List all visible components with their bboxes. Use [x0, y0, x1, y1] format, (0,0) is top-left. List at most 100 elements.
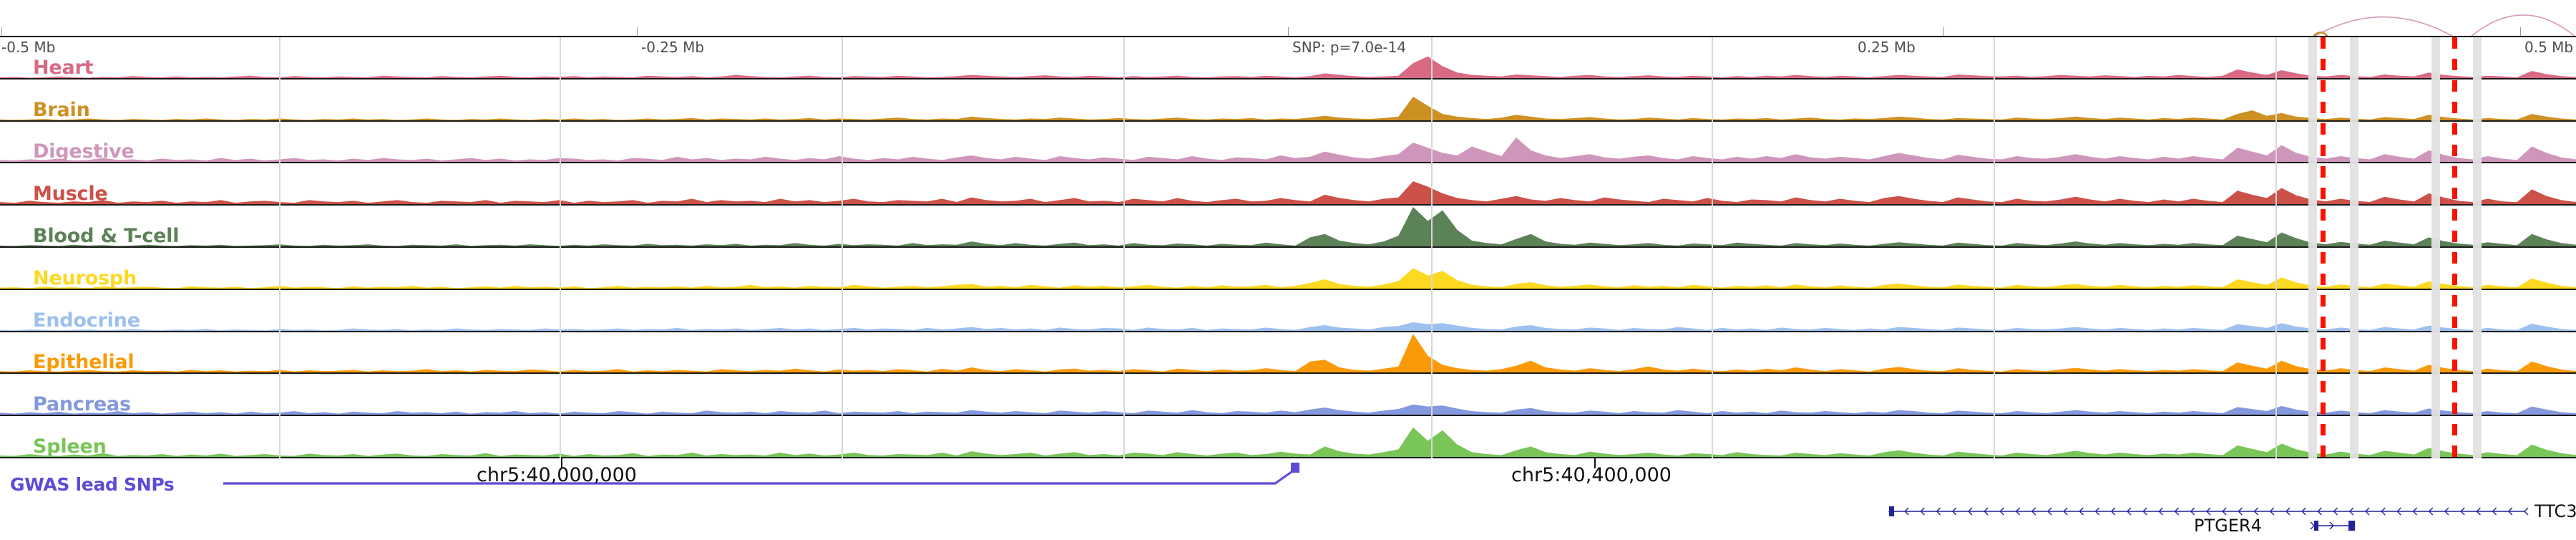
gene-name-ttc33[interactable]: TTC33: [2534, 501, 2576, 521]
strand-arrow-icon: [2329, 521, 2334, 530]
signal-profile: [0, 268, 2576, 289]
strand-arrow-icon: [2015, 507, 2021, 516]
signal-area: [0, 96, 2576, 120]
track-label-endocrine: Endocrine: [33, 309, 140, 332]
strand-arrow-icon: [2396, 507, 2401, 516]
strand-arrow-icon: [2110, 507, 2116, 516]
track-label-heart: Heart: [33, 56, 94, 79]
strand-arrow-icon: [2222, 507, 2227, 516]
signal-area: [0, 207, 2576, 246]
coordinate-label: chr5:40,400,000: [1511, 464, 1672, 486]
signal-tracks-container: Heart Brain Digestive Muscle Blood & T-cell N…: [0, 37, 2576, 458]
signal-area: [0, 138, 2576, 163]
gwas-connector-line: [223, 467, 1297, 485]
gwas-lead-snp-marker[interactable]: [1291, 463, 1299, 473]
strand-arrow-icon: [2524, 507, 2529, 516]
gwas-lead-snps-track[interactable]: GWAS lead SNPs chr5:40,000,000 chr5:40,40…: [0, 458, 2576, 503]
track-label-pancreas: Pancreas: [33, 393, 131, 416]
coordinate-tick: [1594, 458, 1596, 468]
gene-svg: [1888, 506, 2529, 531]
strand-arrow-icon: [2381, 507, 2386, 516]
gene-annotation-track[interactable]: TTC33 PTGER4: [0, 501, 2576, 537]
signal-track-row[interactable]: Neurosph: [0, 248, 2576, 290]
strand-arrow-icon: [1936, 507, 1941, 516]
track-label-blood-t-cell: Blood & T-cell: [33, 224, 180, 247]
signal-area: [0, 427, 2576, 457]
signal-profile: [0, 181, 2576, 205]
axis-tick-mark: [2520, 27, 2521, 36]
strand-arrow-icon: [2142, 507, 2147, 516]
gene-exon: [2314, 521, 2318, 531]
strand-arrow-icon: [2269, 507, 2275, 516]
signal-track-row[interactable]: Brain: [0, 79, 2576, 122]
axis-tick-mark: [1288, 27, 1289, 36]
strand-arrow-icon: [2301, 507, 2306, 516]
signal-track-row[interactable]: Spleen: [0, 416, 2576, 458]
gene-exon: [2348, 521, 2355, 531]
signal-profile: [0, 322, 2576, 331]
strand-arrow-icon: [2047, 507, 2052, 516]
axis-tick-label: 0.25 Mb: [1858, 39, 1916, 56]
axis-tick-label: -0.5 Mb: [1, 39, 56, 56]
signal-track-row[interactable]: Muscle: [0, 163, 2576, 206]
strand-arrow-icon: [2063, 507, 2068, 516]
axis-tick-label: SNP: p=7.0e-14: [1292, 39, 1407, 56]
gene-name-ptger4[interactable]: PTGER4: [2194, 516, 2262, 536]
interaction-arc: [2469, 14, 2576, 37]
strand-arrow-icon: [2285, 507, 2290, 516]
strand-arrow-icon: [2460, 507, 2465, 516]
signal-track-row[interactable]: Endocrine: [0, 290, 2576, 332]
strand-arrow-icon: [2492, 507, 2497, 516]
coordinate-tick: [561, 458, 562, 468]
signal-track-row[interactable]: Epithelial: [0, 332, 2576, 375]
signal-track-row[interactable]: Blood & T-cell: [0, 206, 2576, 248]
signal-track-row[interactable]: Digestive: [0, 122, 2576, 164]
axis-tick-mark: [1943, 27, 1944, 36]
signal-track-row[interactable]: Pancreas: [0, 374, 2576, 417]
strand-arrow-icon: [1920, 507, 1925, 516]
strand-arrow-icon: [2348, 507, 2354, 516]
strand-arrow-icon: [2094, 507, 2100, 516]
track-label-spleen: Spleen: [33, 435, 107, 458]
gene-exon: [1889, 506, 1894, 516]
signal-area: [0, 56, 2576, 78]
gwas-svg: [223, 463, 1299, 485]
strand-arrow-icon: [2158, 507, 2163, 516]
strand-arrow-icon: [2428, 507, 2434, 516]
coordinate-label: chr5:40,000,000: [477, 464, 637, 486]
axis-tick-mark: [1, 27, 2, 36]
signal-area: [0, 322, 2576, 331]
signal-profile: [0, 56, 2576, 78]
signal-track-row[interactable]: Heart: [0, 37, 2576, 79]
strand-arrow-icon: [2206, 507, 2211, 516]
axis-ruler-line: [0, 36, 2576, 37]
strand-arrow-icon: [2253, 507, 2259, 516]
strand-arrow-icon: [2310, 521, 2315, 530]
strand-arrow-icon: [1904, 507, 1909, 516]
signal-area: [0, 268, 2576, 289]
strand-arrow-icon: [2317, 507, 2322, 516]
axis-tick-label: -0.25 Mb: [641, 39, 705, 56]
strand-arrow-icon: [2238, 507, 2243, 516]
gwas-lead-snps-label: GWAS lead SNPs: [10, 474, 175, 495]
strand-arrow-icon: [2476, 507, 2481, 516]
signal-profile: [0, 404, 2576, 415]
track-label-neurosph: Neurosph: [33, 266, 137, 289]
strand-arrow-icon: [2365, 507, 2370, 516]
signal-area: [0, 404, 2576, 415]
strand-arrow-icon: [2507, 507, 2513, 516]
strand-arrow-icon: [1951, 507, 1957, 516]
strand-arrow-icon: [2079, 507, 2084, 516]
strand-arrow-icon: [1984, 507, 1989, 516]
strand-arrow-icon: [2333, 507, 2338, 516]
strand-arrow-icon: [1999, 507, 2004, 516]
track-label-digestive: Digestive: [33, 140, 135, 163]
interaction-arc: [2312, 16, 2455, 37]
strand-arrow-icon: [1968, 507, 1973, 516]
signal-profile: [0, 334, 2576, 373]
track-label-muscle: Muscle: [33, 183, 108, 206]
track-label-brain: Brain: [33, 98, 90, 121]
signal-profile: [0, 138, 2576, 163]
strand-arrow-icon: [2190, 507, 2195, 516]
